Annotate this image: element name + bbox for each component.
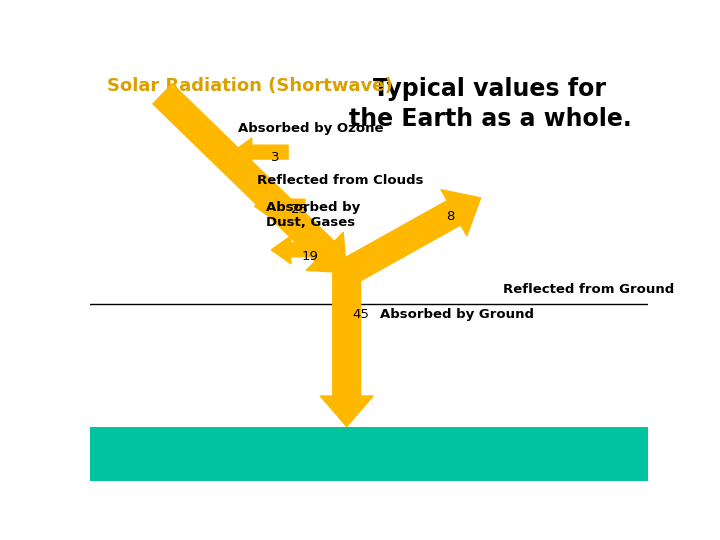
Text: 8: 8 (446, 210, 454, 223)
Bar (90, 427, 648, 481)
Text: 19: 19 (302, 250, 319, 263)
Text: Solar Radiation (Shortwave): Solar Radiation (Shortwave) (107, 77, 392, 95)
Text: Reflected from Clouds: Reflected from Clouds (258, 174, 424, 187)
Text: Absorbed by Ground: Absorbed by Ground (380, 308, 534, 321)
Text: Typical values for
the Earth as a whole.: Typical values for the Earth as a whole. (348, 77, 631, 131)
Text: 25: 25 (291, 203, 308, 216)
Text: 3: 3 (271, 151, 280, 164)
Text: Reflected from Ground: Reflected from Ground (503, 283, 674, 296)
Text: Absorbed by
Dust, Gases: Absorbed by Dust, Gases (266, 201, 360, 229)
Text: Absorbed by Ozone: Absorbed by Ozone (238, 123, 383, 136)
Text: 45: 45 (352, 308, 369, 321)
